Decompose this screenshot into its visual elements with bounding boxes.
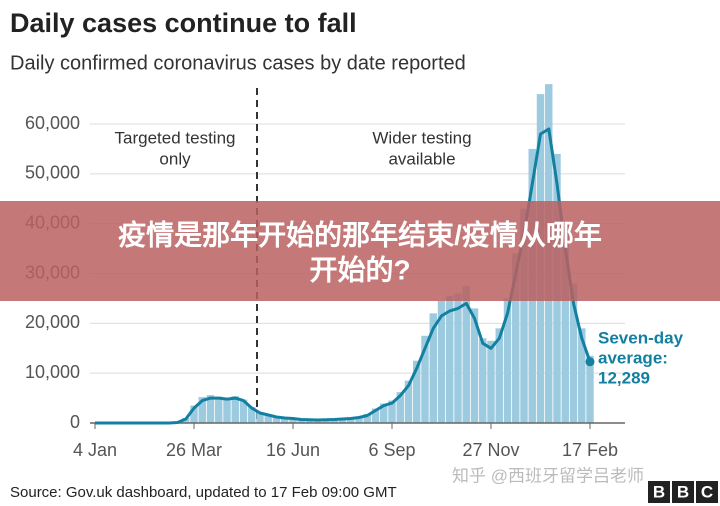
bar — [421, 335, 429, 423]
watermark: 知乎 @西班牙留学吕老师 — [452, 466, 644, 485]
y-tick-label: 50,000 — [25, 163, 80, 183]
overlay-text: 疫情是那年开始的那年结束/疫情从哪年 — [118, 218, 602, 250]
bar — [487, 340, 495, 423]
bar — [248, 407, 256, 423]
bar — [454, 293, 462, 423]
bar — [512, 253, 520, 423]
overlay-text: 开始的? — [309, 253, 410, 285]
bar — [586, 355, 594, 423]
source: Source: Gov.uk dashboard, updated to 17 … — [10, 484, 397, 501]
logo-letter: B — [653, 482, 665, 501]
bar — [264, 414, 272, 423]
bar — [404, 380, 413, 423]
bar — [561, 223, 569, 423]
bar — [380, 403, 388, 423]
logo-block — [696, 481, 718, 503]
bar — [437, 300, 446, 423]
bar — [495, 328, 503, 423]
logo-letter: C — [701, 482, 713, 501]
bar — [363, 414, 371, 423]
bar — [578, 328, 586, 423]
bar — [256, 412, 264, 423]
bar — [190, 405, 198, 423]
bar — [272, 416, 281, 423]
annotation: Wider testing — [372, 128, 471, 147]
bar — [206, 395, 215, 423]
overlay-banner — [0, 201, 720, 301]
bar — [231, 396, 239, 423]
bar — [281, 417, 289, 423]
bar — [215, 396, 223, 423]
chart-title: Daily cases continue to fall — [10, 8, 357, 38]
bar — [289, 418, 297, 423]
logo-block — [672, 481, 694, 503]
y-tick-label: 20,000 — [25, 312, 80, 332]
end-label: average: — [598, 348, 668, 367]
bar — [223, 398, 231, 423]
bar — [198, 397, 206, 423]
bar — [388, 400, 396, 423]
annotation: Targeted testing — [115, 128, 236, 147]
annotation: available — [388, 149, 455, 168]
chart-subtitle: Daily confirmed coronavirus cases by dat… — [10, 52, 466, 74]
bar — [338, 418, 347, 423]
y-tick-label: 0 — [70, 412, 80, 432]
y-tick-label: 60,000 — [25, 113, 80, 133]
x-tick-label: 6 Sep — [368, 440, 415, 460]
bar — [520, 208, 528, 423]
bar — [355, 416, 363, 423]
bar — [569, 283, 578, 423]
bar — [396, 392, 404, 423]
x-tick-label: 27 Nov — [462, 440, 519, 460]
bar — [297, 419, 305, 423]
x-tick-label: 4 Jan — [73, 440, 117, 460]
y-tick-label: 10,000 — [25, 362, 80, 382]
x-tick-label: 17 Feb — [562, 440, 618, 460]
bar — [462, 285, 470, 423]
logo-letter: B — [677, 482, 689, 501]
bar — [239, 399, 248, 423]
bar — [503, 298, 512, 423]
bar — [470, 308, 479, 423]
bar — [330, 419, 338, 423]
x-tick-label: 26 Mar — [166, 440, 222, 460]
average-line — [95, 127, 592, 425]
bar — [371, 408, 380, 423]
logo-block — [648, 481, 670, 503]
bar — [347, 418, 355, 423]
end-label: Seven-day — [598, 328, 684, 347]
end-point — [585, 357, 595, 367]
bar — [479, 338, 487, 423]
bar — [446, 295, 454, 423]
bar — [413, 360, 421, 423]
annotation: only — [159, 149, 191, 168]
x-tick-label: 16 Jun — [266, 440, 320, 460]
bar — [429, 313, 437, 423]
end-value-label: 12,289 — [598, 368, 650, 387]
